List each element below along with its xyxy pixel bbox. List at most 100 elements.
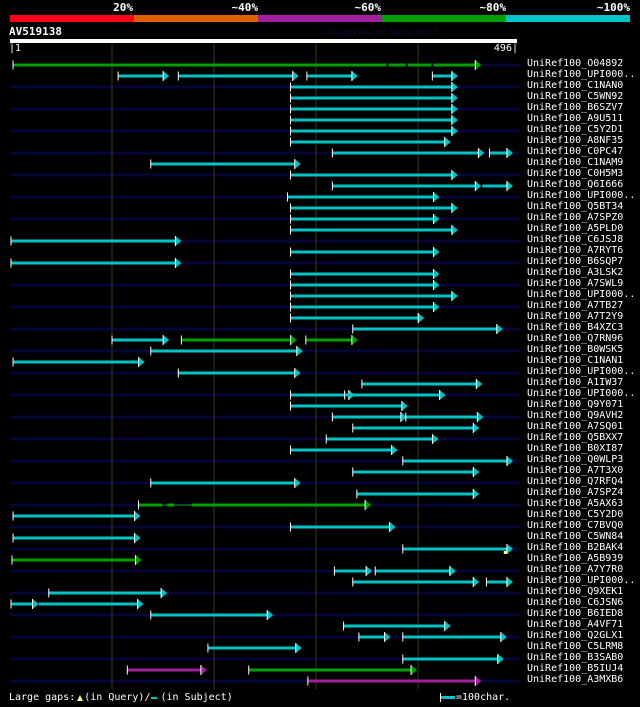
- hit-label[interactable]: UniRef100_A7SPZ0: [527, 212, 624, 223]
- segment-end-arrow: [473, 467, 480, 477]
- hit-label[interactable]: UniRef100_A3LSK2: [527, 267, 624, 278]
- hit-label[interactable]: UniRef100_Q5BT34: [527, 201, 624, 212]
- segment-end-arrow: [451, 225, 458, 235]
- alignment-segment: [12, 558, 137, 562]
- query-gap-icon: [77, 694, 84, 701]
- row-band: [10, 327, 520, 331]
- gap-legend: Large gaps: (in Query)/ (in Subject): [9, 692, 233, 703]
- hit-label[interactable]: UniRef100_Q9XEK1: [527, 586, 624, 597]
- hit-label[interactable]: UniRef100_C6JSN6: [527, 597, 624, 608]
- alignment-segment: [178, 74, 294, 78]
- hit-label[interactable]: UniRef100_B0XI87: [527, 443, 624, 454]
- alignment-segment: [167, 503, 175, 507]
- hit-label[interactable]: UniRef100_C5Y2D0: [527, 509, 624, 520]
- alignment-segment: [290, 107, 453, 111]
- hit-label[interactable]: UniRef100_A3MXB6: [527, 674, 624, 685]
- hit-label[interactable]: UniRef100_C5Y2D1: [527, 124, 624, 135]
- segment-end-arrow: [161, 588, 168, 598]
- hit-label[interactable]: UniRef100_Q9AVH2: [527, 410, 624, 421]
- hit-label[interactable]: UniRef100_UPI000..: [527, 190, 636, 201]
- hit-label[interactable]: UniRef100_A7RYT6: [527, 245, 624, 256]
- hit-label[interactable]: UniRef100_A7TB27: [527, 300, 624, 311]
- hit-label[interactable]: UniRef100_A8NF35: [527, 135, 624, 146]
- alignment-segment: [11, 261, 177, 265]
- segment-end-arrow: [506, 181, 513, 191]
- hit-label[interactable]: UniRef100_Q5BXX7: [527, 432, 624, 443]
- segment-end-arrow: [500, 632, 507, 642]
- hit-label[interactable]: UniRef100_Q2GLX1: [527, 630, 624, 641]
- segment-end-arrow: [451, 170, 458, 180]
- hit-label[interactable]: UniRef100_C1NAN0: [527, 80, 624, 91]
- hit-label[interactable]: UniRef100_B0WSK5: [527, 344, 624, 355]
- hit-label[interactable]: UniRef100_A5AX63: [527, 498, 624, 509]
- hit-label[interactable]: UniRef100_A5PLD0: [527, 223, 624, 234]
- hit-label[interactable]: UniRef100_Q9Y071: [527, 399, 624, 410]
- row-band: [10, 415, 520, 419]
- hit-label[interactable]: UniRef100_C0PC47: [527, 146, 624, 157]
- row-band: [10, 657, 520, 661]
- alignment-segment: [13, 514, 136, 518]
- hit-label[interactable]: UniRef100_Q7RN96: [527, 333, 624, 344]
- alignment-segment: [290, 118, 453, 122]
- segment-end-arrow: [163, 335, 170, 345]
- segment-end-arrow: [366, 566, 373, 576]
- hit-label[interactable]: UniRef100_UPI000..: [527, 388, 636, 399]
- hit-label[interactable]: UniRef100_B2BAK4: [527, 542, 624, 553]
- hit-label[interactable]: UniRef100_B6SQP7: [527, 256, 624, 267]
- hit-label[interactable]: UniRef100_C0H5M3: [527, 168, 624, 179]
- hit-label[interactable]: UniRef100_C5WN92: [527, 91, 624, 102]
- hit-label[interactable]: UniRef100_C1NAN1: [527, 355, 624, 366]
- segment-end-arrow: [497, 654, 504, 664]
- hit-label[interactable]: UniRef100_B3SAB0: [527, 652, 624, 663]
- hit-label[interactable]: UniRef100_A4VF71: [527, 619, 624, 630]
- segment-end-arrow: [439, 390, 446, 400]
- hit-label[interactable]: UniRef100_B5IUJ4: [527, 663, 624, 674]
- hit-label[interactable]: UniRef100_UPI000..: [527, 366, 636, 377]
- hit-label[interactable]: UniRef100_A7SPZ4: [527, 487, 624, 498]
- hit-label[interactable]: UniRef100_C5WN84: [527, 531, 624, 542]
- identity-legend-label: 20%: [113, 1, 133, 14]
- hit-label[interactable]: UniRef100_C6JSJ8: [527, 234, 624, 245]
- row-band: [10, 679, 520, 683]
- hit-label[interactable]: UniRef100_UPI000..: [527, 289, 636, 300]
- hit-label[interactable]: UniRef100_O04892: [527, 58, 624, 69]
- segment-end-arrow: [444, 621, 451, 631]
- alignment-segment: [207, 646, 297, 650]
- segment-end-arrow: [267, 610, 274, 620]
- large-gaps-label: Large gaps:: [9, 692, 76, 703]
- alignment-segment: [138, 503, 162, 507]
- segment-end-arrow: [290, 335, 297, 345]
- alignment-segment: [343, 624, 446, 628]
- hit-label[interactable]: UniRef100_A7SQ01: [527, 421, 624, 432]
- hit-label[interactable]: UniRef100_C1NAM9: [527, 157, 624, 168]
- row-band: [10, 525, 520, 529]
- segment-end-arrow: [451, 115, 458, 125]
- hit-label[interactable]: UniRef100_Q0WLP3: [527, 454, 624, 465]
- hit-label[interactable]: UniRef100_Q7RFQ4: [527, 476, 624, 487]
- hit-label[interactable]: UniRef100_A1IW37: [527, 377, 624, 388]
- hit-label[interactable]: UniRef100_C7BVQ0: [527, 520, 624, 531]
- hit-label[interactable]: UniRef100_UPI000..: [527, 575, 636, 586]
- hit-label[interactable]: UniRef100_A9U511: [527, 113, 624, 124]
- segment-end-arrow: [32, 599, 39, 609]
- hit-label[interactable]: UniRef100_B4XZC3: [527, 322, 624, 333]
- hit-label[interactable]: UniRef100_A7SWL9: [527, 278, 624, 289]
- hit-label[interactable]: UniRef100_A7Y7R0: [527, 564, 624, 575]
- alignment-segment: [150, 481, 296, 485]
- hit-label[interactable]: UniRef100_C5LRM8: [527, 641, 624, 652]
- hit-label[interactable]: UniRef100_A7T3X0: [527, 465, 624, 476]
- row-band: [10, 195, 520, 199]
- alignment-segment: [305, 338, 353, 342]
- segment-end-arrow: [433, 192, 440, 202]
- hit-label[interactable]: UniRef100_Q6I666: [527, 179, 624, 190]
- hit-label[interactable]: UniRef100_A7T2Y9: [527, 311, 624, 322]
- alignment-segment: [482, 184, 508, 188]
- alignment-segment: [38, 602, 139, 606]
- hit-label[interactable]: UniRef100_B6SZV7: [527, 102, 624, 113]
- hit-label[interactable]: UniRef100_UPI000..: [527, 69, 636, 80]
- row-band: [10, 173, 520, 177]
- hit-label[interactable]: UniRef100_B6IED8: [527, 608, 624, 619]
- alignment-segment: [361, 382, 478, 386]
- hit-label[interactable]: UniRef100_A5B939: [527, 553, 624, 564]
- ruler-start-label: |1: [9, 43, 22, 54]
